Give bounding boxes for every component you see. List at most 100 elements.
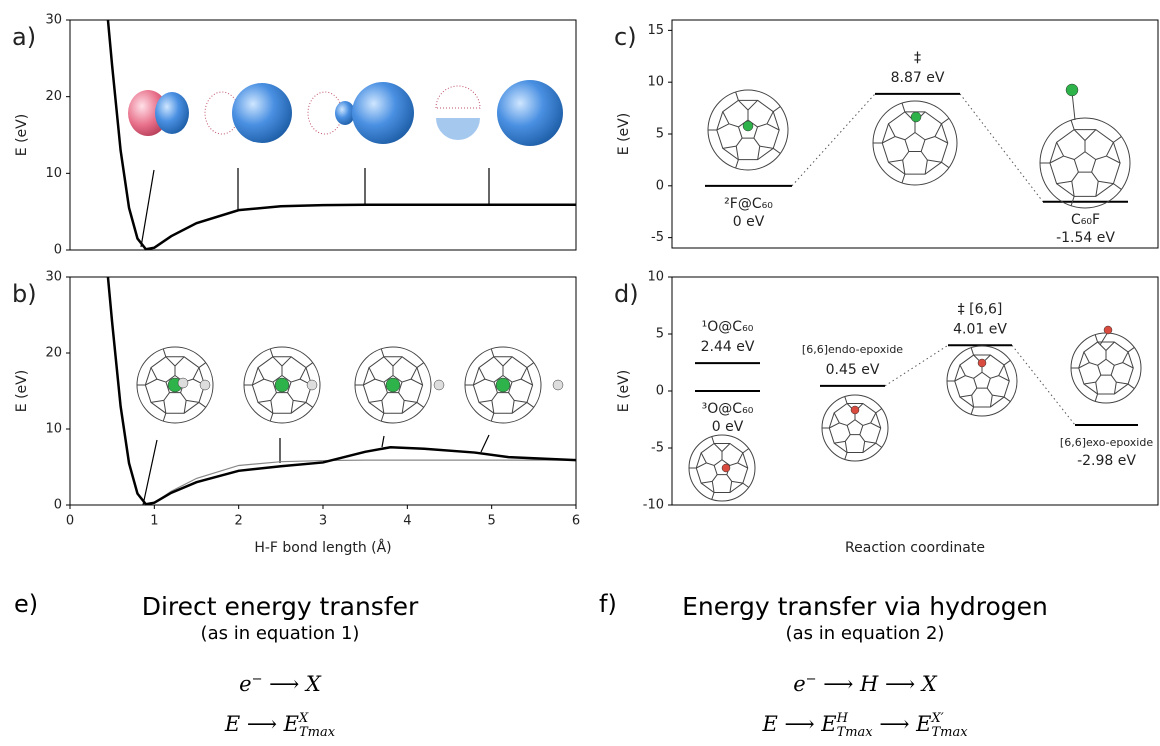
cage-bond (157, 379, 166, 382)
cage-bond (902, 103, 905, 112)
atom (1066, 84, 1078, 96)
cage-bond (902, 174, 905, 183)
cage-bond (960, 395, 972, 397)
level-value-label: 0.45 eV (826, 362, 880, 378)
fullerene (1040, 118, 1130, 208)
cage-bond (1057, 181, 1072, 183)
y-tick-label: 15 (647, 23, 664, 38)
equation: E ⟶ EHTmax ⟶ EX′Tmax (585, 702, 1145, 746)
cage-bond (1089, 363, 1097, 366)
cage-bond (399, 393, 405, 401)
cage-bond (1057, 142, 1064, 156)
y-tick-label: 30 (45, 270, 62, 285)
cage-bond (166, 357, 175, 366)
cage-bond (186, 400, 199, 402)
cage-bond (990, 395, 992, 407)
cage-bond (1096, 156, 1107, 159)
atom (722, 464, 730, 472)
cage-bond (834, 441, 845, 443)
page: a)E (eV)0102030b)E (eV)0102030H-F bond l… (0, 0, 1160, 743)
level-label: ¹O@C₆₀ (702, 319, 754, 335)
pointers (141, 168, 489, 505)
cage-bond (999, 365, 1004, 376)
text-panel: f)Energy transfer via hydrogen(as in equ… (585, 590, 1145, 746)
cage-outline (822, 395, 888, 461)
cage-bond (990, 376, 998, 379)
level-label: [6,6]exo-epoxide (1060, 436, 1153, 449)
cage-bond (743, 483, 749, 487)
y-tick-label: 20 (45, 89, 62, 104)
cage-bond (845, 435, 850, 442)
connector (960, 94, 1043, 202)
cage-bond (1084, 382, 1096, 384)
cage-bond (381, 349, 384, 357)
y-tick-label: 0 (656, 178, 664, 193)
y-axis-label: E (eV) (616, 370, 632, 412)
cage-bond (760, 146, 773, 148)
panel-label: b) (12, 280, 37, 308)
level-label: ‡ [6,6] (958, 301, 1003, 317)
cage-bond (895, 137, 905, 140)
level-label: C₆₀F (1071, 212, 1100, 228)
fullerene (1071, 333, 1141, 403)
cage-bond (701, 481, 712, 483)
subscript: Tmax (299, 726, 335, 740)
y-tick-label: -10 (643, 498, 664, 513)
cage-bond (942, 118, 949, 123)
cage-bond (748, 100, 758, 110)
cage-bond (860, 435, 865, 442)
cage-bond (865, 441, 876, 443)
cage-bond (494, 357, 503, 366)
cage-bond (903, 151, 909, 159)
x-tick-label: 0 (66, 514, 74, 529)
level-label: ³O@C₆₀ (702, 401, 754, 417)
cage-bond (1098, 342, 1106, 350)
cage-bond (1096, 181, 1098, 196)
superscript: X′ (931, 712, 967, 726)
cage-bond (921, 151, 927, 159)
connector (792, 94, 875, 186)
cage-bond (942, 162, 949, 167)
atom (386, 378, 400, 392)
equation-text: e (239, 672, 251, 696)
equation-text: E ⟶ E (225, 712, 299, 736)
panel-title: Energy transfer via hydrogen (585, 592, 1145, 621)
orbital-lobe (436, 86, 480, 108)
cage-bond (300, 368, 306, 380)
cage-bond (375, 379, 384, 382)
atom (275, 378, 289, 392)
sup-sub: X′Tmax (931, 712, 967, 740)
level-value-label: 4.01 eV (953, 321, 1007, 337)
y-tick-label: 0 (54, 243, 62, 258)
cage-bond (992, 395, 1004, 397)
cage-outline (1040, 118, 1130, 208)
cage-bond (151, 368, 157, 380)
orbital-lobe (232, 83, 292, 143)
y-tick-label: 0 (54, 498, 62, 513)
cage-bond (1072, 181, 1074, 196)
cage-bond (306, 402, 313, 407)
x-tick-label: 2 (235, 514, 243, 529)
cage-bond (193, 368, 199, 380)
x-axis-label: Reaction coordinate (845, 540, 985, 556)
panel-subtitle: (as in equation 2) (585, 623, 1145, 644)
cage-bond (972, 388, 977, 395)
cage-bond (199, 363, 206, 368)
level-value-label: 2.44 eV (701, 339, 755, 355)
cage-bond (273, 357, 282, 366)
cage-bond (727, 475, 732, 482)
cage-bond (712, 492, 714, 499)
cage-bond (903, 160, 905, 174)
cage-bond (270, 349, 273, 357)
cage-ring (1098, 359, 1115, 375)
cage-bond (1004, 397, 1010, 402)
cage-bond (151, 400, 164, 402)
cage-bond (417, 363, 424, 368)
y-axis-label: E (eV) (616, 113, 632, 155)
level-label: [6,6]endo-epoxide (802, 343, 903, 356)
panel-label: f) (599, 590, 617, 618)
x-tick-label: 1 (150, 514, 158, 529)
y-tick-label: -5 (651, 441, 664, 456)
cage-bond (738, 100, 748, 110)
cage-bond (306, 363, 313, 368)
